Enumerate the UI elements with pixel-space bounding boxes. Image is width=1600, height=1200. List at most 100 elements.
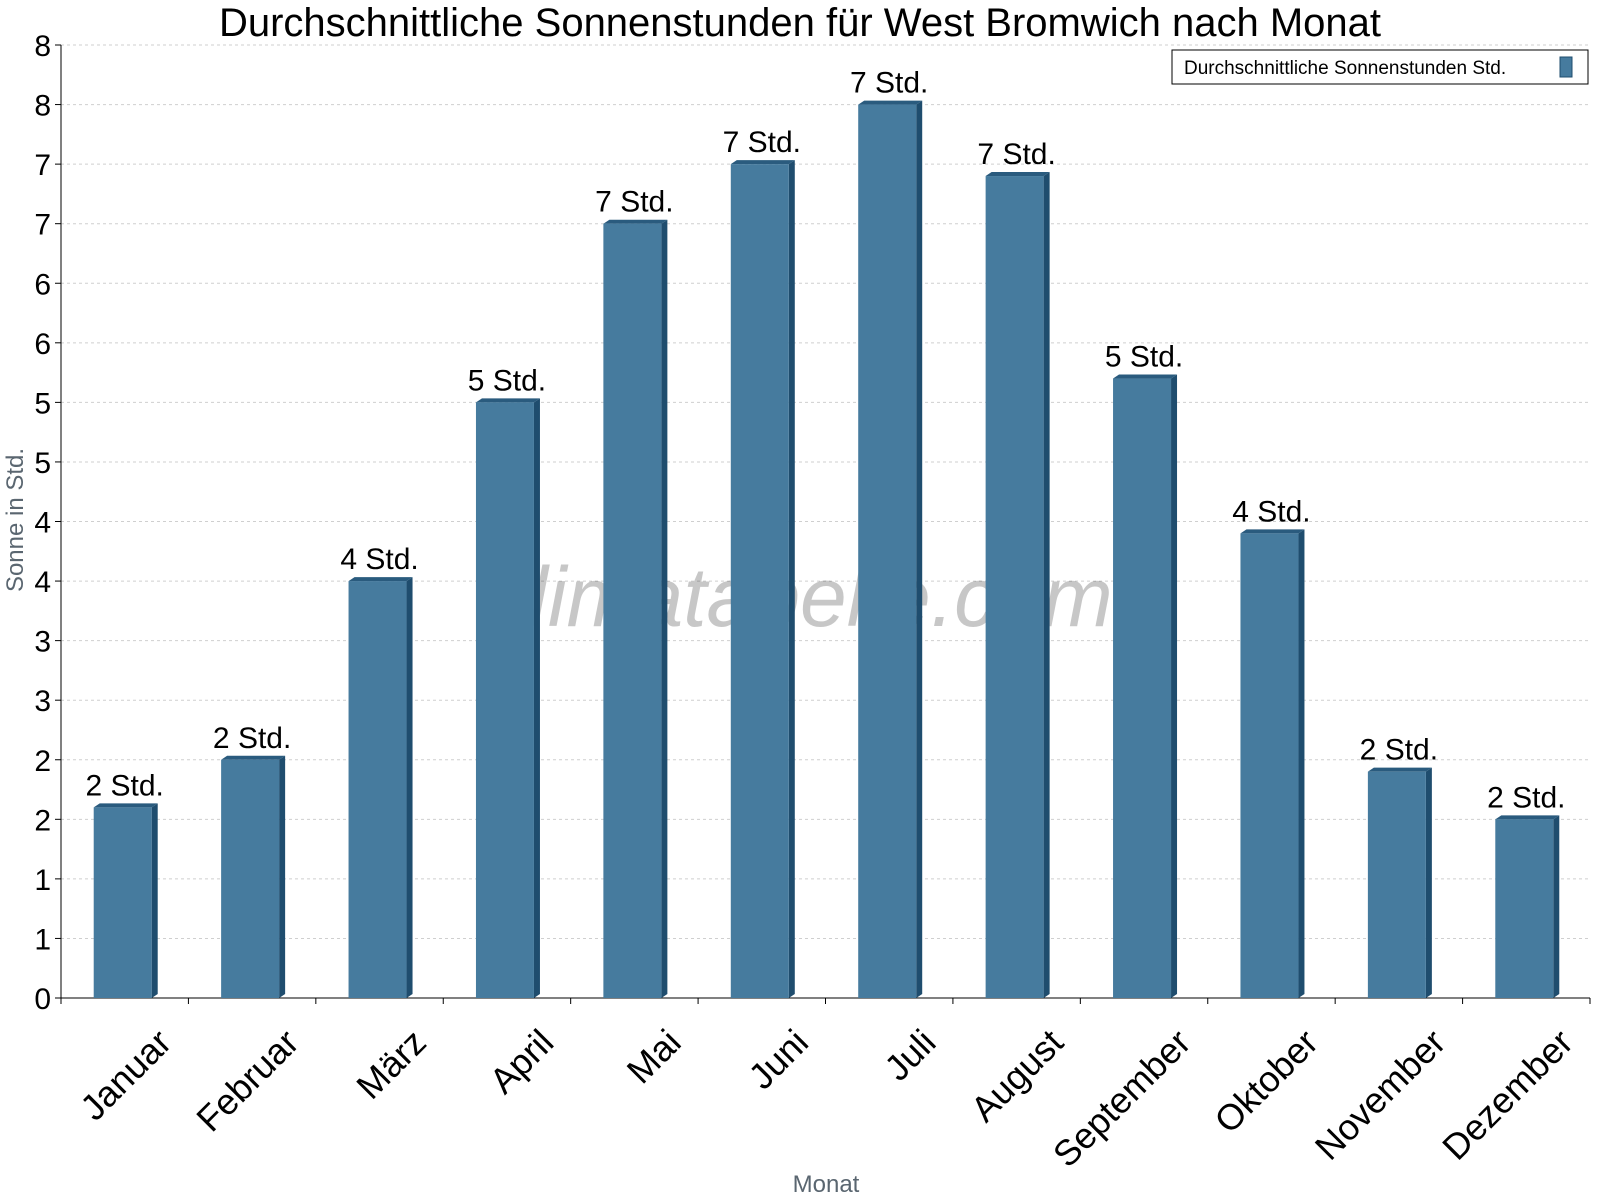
bar-top — [1240, 529, 1305, 534]
y-tick-label: 0 — [34, 983, 51, 1016]
bar-side — [1171, 374, 1178, 998]
bar-top — [348, 577, 413, 582]
data-label: 7 Std. — [850, 67, 928, 100]
bar-group — [1367, 767, 1432, 998]
bar-side — [1425, 767, 1432, 998]
bar-group — [1495, 815, 1560, 998]
bar-group — [603, 219, 668, 998]
y-tick-label: 3 — [34, 626, 51, 659]
x-tick-label: Juni — [740, 1021, 816, 1097]
bar-top — [603, 219, 668, 224]
bar-group — [1240, 529, 1305, 998]
bar — [985, 176, 1044, 999]
data-label: 2 Std. — [213, 722, 291, 755]
x-tick-label: Dezember — [1434, 1021, 1580, 1167]
data-label: 7 Std. — [723, 126, 801, 159]
data-label: 4 Std. — [340, 543, 418, 576]
bar-side — [1553, 815, 1560, 998]
bar-group — [858, 100, 923, 998]
bar-group — [93, 803, 158, 998]
bar-top — [985, 172, 1050, 177]
x-tick-label: Februar — [188, 1021, 306, 1139]
y-tick-label: 5 — [34, 447, 51, 480]
y-tick-label: 7 — [34, 209, 51, 242]
bar — [1240, 533, 1299, 998]
bar-top — [221, 755, 286, 760]
x-tick-label: April — [481, 1021, 561, 1101]
x-axis-title: Monat — [793, 1171, 860, 1198]
y-tick-label: 4 — [34, 507, 51, 540]
bar-side — [788, 160, 795, 998]
legend: Durchschnittliche Sonnenstunden Std. — [1171, 49, 1589, 85]
data-label: 5 Std. — [1105, 341, 1183, 374]
x-axis: Januar Februar März April Mai Juni Juli AugustS… — [60, 997, 1591, 1175]
y-tick-label: 4 — [34, 566, 51, 599]
bar-side — [916, 100, 923, 998]
legend-swatch — [1559, 56, 1573, 78]
bar-top — [475, 398, 540, 403]
bar-side — [1298, 529, 1305, 998]
bar-top — [1113, 374, 1178, 379]
x-tick-label: September — [1045, 1021, 1199, 1175]
bar — [93, 807, 152, 998]
grid — [61, 44, 1590, 939]
x-tick-label: Mai — [619, 1021, 689, 1091]
data-label: 4 Std. — [1232, 495, 1310, 528]
bar — [1495, 819, 1554, 998]
bar-group — [1113, 374, 1178, 998]
y-tick-label: 5 — [34, 387, 51, 420]
bar-group — [348, 577, 413, 998]
y-tick-label: 8 — [34, 30, 51, 63]
y-tick-label: 6 — [34, 268, 51, 301]
bar — [1367, 771, 1426, 998]
y-tick-label: 6 — [34, 328, 51, 361]
bar — [858, 104, 917, 998]
y-axis-title: Sonne in Std. — [2, 448, 29, 592]
x-tick-label: November — [1307, 1021, 1453, 1167]
chart-title: Durchschnittliche Sonnenstunden für West… — [219, 1, 1381, 45]
x-tick-label: August — [963, 1021, 1071, 1129]
y-tick-label: 2 — [34, 804, 51, 837]
bar-group — [730, 160, 795, 998]
bar-top — [1367, 767, 1432, 772]
data-label: 2 Std. — [1360, 734, 1438, 767]
bar — [221, 759, 280, 998]
data-label: 7 Std. — [977, 138, 1055, 171]
bar-side — [661, 219, 668, 998]
x-tick-label: Januar — [72, 1021, 179, 1128]
bar-side — [406, 577, 413, 998]
bar — [730, 164, 789, 998]
x-tick-label: Juli — [876, 1021, 943, 1088]
y-tick-label: 8 — [34, 90, 51, 123]
data-label: 2 Std. — [1487, 781, 1565, 814]
x-tick-label: Oktober — [1206, 1021, 1326, 1141]
y-tick-label: 1 — [34, 923, 51, 956]
bar-side — [533, 398, 540, 998]
bar-top — [93, 803, 158, 808]
bar — [603, 223, 662, 998]
bar-top — [1495, 815, 1560, 820]
y-tick-label: 7 — [34, 149, 51, 182]
data-label: 2 Std. — [86, 769, 164, 802]
bar-side — [151, 803, 158, 998]
bar — [348, 581, 407, 998]
bar-group — [475, 398, 540, 998]
bar-group — [985, 172, 1050, 999]
legend-label: Durchschnittliche Sonnenstunden Std. — [1184, 58, 1506, 79]
bar — [475, 402, 534, 998]
bar-side — [1043, 172, 1050, 999]
bar-group — [221, 755, 286, 998]
bar-top — [858, 100, 923, 105]
data-label: 7 Std. — [595, 186, 673, 219]
legend-box — [1171, 49, 1589, 85]
y-tick-label: 3 — [34, 685, 51, 718]
bar-side — [279, 755, 286, 998]
bar — [1113, 378, 1172, 998]
y-tick-label: 2 — [34, 745, 51, 778]
y-axis: 0 1 1 2 2 3 3 4 4 5 5 6 6 7 7 8 8 — [34, 30, 62, 1016]
bar-top — [730, 160, 795, 165]
x-tick-label: März — [348, 1021, 434, 1107]
y-tick-label: 1 — [34, 864, 51, 897]
data-labels: 2 Std. 2 Std. 4 Std. 5 Std. 7 Std. 7 Std. 7 St… — [86, 67, 1566, 815]
